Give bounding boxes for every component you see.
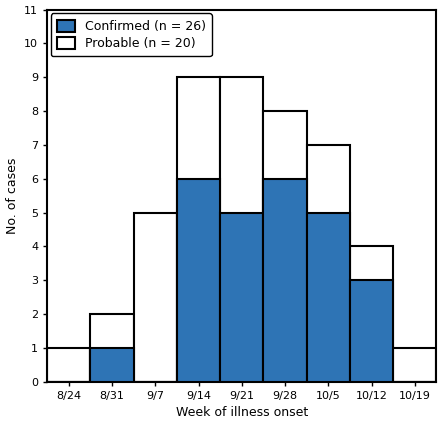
Bar (307, 145, 350, 382)
Bar (350, 280, 393, 382)
Bar (91, 348, 133, 382)
Bar (263, 179, 307, 382)
Bar (350, 246, 393, 382)
X-axis label: Week of illness onset: Week of illness onset (175, 406, 308, 419)
Bar (307, 212, 350, 382)
Bar (220, 77, 263, 382)
Bar (177, 179, 220, 382)
Bar (133, 212, 177, 382)
Bar (91, 314, 133, 382)
Y-axis label: No. of cases: No. of cases (6, 158, 19, 234)
Legend: Confirmed (n = 26), Probable (n = 20): Confirmed (n = 26), Probable (n = 20) (51, 13, 212, 56)
Bar (220, 212, 263, 382)
Bar (393, 348, 436, 382)
Bar (47, 348, 91, 382)
Bar (177, 77, 220, 382)
Bar (263, 111, 307, 382)
